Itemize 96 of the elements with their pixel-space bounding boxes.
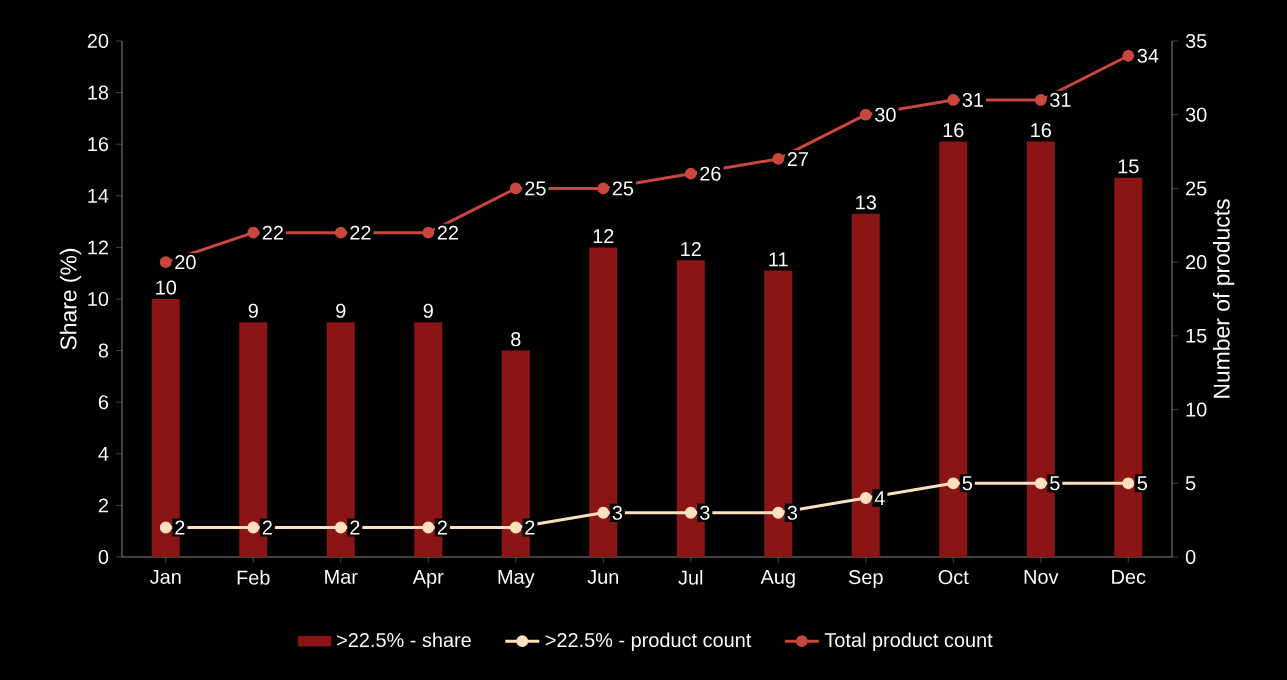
data-label: 12: [593, 229, 614, 243]
y-tick-label: 4: [98, 446, 109, 461]
y-tick-label: 2: [98, 498, 108, 513]
point: [1034, 477, 1047, 490]
point: [1034, 94, 1047, 106]
point: [859, 108, 872, 121]
y2-tick-label: 20: [1186, 255, 1207, 270]
y-tick-label: 18: [88, 85, 109, 100]
point: [159, 521, 172, 534]
data-label: 10: [156, 280, 177, 295]
point: [1122, 477, 1135, 490]
data-label: 15: [1118, 159, 1139, 174]
point: [684, 506, 697, 519]
x-tick-label: Jul: [678, 570, 703, 585]
point: [334, 226, 347, 239]
point: [247, 226, 260, 239]
legend-label: >22.5% - product count: [545, 632, 752, 652]
data-label: 5: [1050, 476, 1060, 491]
data-label: 3: [612, 505, 623, 520]
y2-tick-label: 35: [1185, 33, 1207, 49]
y-tick-label: 8: [98, 343, 109, 358]
data-label: 16: [943, 123, 964, 138]
data-label: 22: [437, 225, 458, 240]
legend-label: >22.5% - share: [337, 632, 471, 648]
data-label: 4: [874, 491, 885, 505]
x-tick-label: May: [498, 570, 535, 588]
data-label: 2: [437, 520, 447, 535]
x-tick-label: Apr: [412, 570, 444, 588]
y-axis-title: Share (%): [59, 248, 82, 350]
x-tick-label: Feb: [237, 570, 270, 585]
point: [1122, 49, 1135, 62]
x-tick-label: Aug: [760, 570, 795, 588]
data-label: 2: [175, 520, 185, 535]
data-label: 25: [525, 181, 546, 196]
x-tick-label: Mar: [325, 570, 358, 584]
data-label: 31: [962, 92, 983, 108]
y-tick-label: 12: [88, 240, 108, 255]
point: [772, 506, 785, 519]
data-label: 25: [612, 181, 634, 196]
y-tick-label: 10: [88, 291, 109, 307]
data-label: 3: [700, 505, 710, 520]
x-tick-label: Oct: [938, 570, 969, 585]
data-label: 30: [875, 107, 896, 122]
point: [422, 226, 435, 239]
y2-tick-label: 0: [1185, 549, 1196, 565]
data-label: 11: [769, 252, 788, 267]
point: [247, 521, 260, 534]
data-label: 3: [787, 505, 798, 520]
x-tick-label: Jun: [587, 570, 619, 584]
y2-tick-label: 25: [1186, 181, 1207, 196]
y-tick-label: 20: [87, 33, 109, 49]
point: [597, 506, 610, 519]
data-label: 34: [1137, 48, 1159, 63]
point: [947, 94, 960, 106]
y2-axis-title: Number of products: [1212, 199, 1235, 398]
point: [422, 521, 435, 534]
data-label: 2: [262, 520, 272, 535]
data-label: 31: [1050, 92, 1071, 108]
data-label: 9: [248, 303, 258, 318]
point: [159, 256, 172, 269]
data-label: 9: [423, 303, 433, 318]
point: [509, 182, 522, 195]
data-label: 26: [700, 166, 721, 181]
y-tick-label: 16: [88, 137, 109, 152]
y2-tick-label: 10: [1186, 402, 1207, 417]
data-label: 8: [511, 332, 521, 347]
point: [947, 477, 960, 490]
data-label: 2: [350, 520, 360, 535]
data-label: 16: [1031, 123, 1051, 138]
y-tick-label: 14: [88, 188, 109, 203]
data-label: 5: [962, 476, 973, 491]
y2-tick-label: 15: [1186, 328, 1207, 343]
data-label: 22: [350, 225, 371, 240]
point: [334, 521, 347, 534]
point: [597, 182, 610, 195]
point: [684, 167, 697, 180]
x-tick-label: Nov: [1024, 570, 1059, 584]
y2-tick-label: 30: [1185, 107, 1207, 122]
data-label: 13: [856, 195, 876, 210]
x-tick-label: Dec: [1112, 570, 1146, 584]
data-label: 20: [175, 255, 196, 270]
x-tick-label: Jan: [150, 570, 181, 584]
y-tick-label: 6: [98, 395, 109, 410]
data-label: 12: [681, 241, 701, 256]
data-label: 5: [1137, 476, 1148, 491]
point: [859, 492, 872, 504]
legend-label: Total product count: [824, 632, 993, 652]
data-label: 27: [787, 151, 808, 166]
y2-tick-label: 5: [1185, 476, 1196, 491]
data-label: 2: [525, 520, 535, 535]
x-tick-label: Sep: [848, 570, 883, 589]
y-tick-label: 0: [98, 549, 109, 565]
data-label: 9: [336, 303, 346, 318]
point: [509, 521, 522, 534]
point: [772, 153, 785, 165]
data-label: 22: [262, 225, 283, 240]
